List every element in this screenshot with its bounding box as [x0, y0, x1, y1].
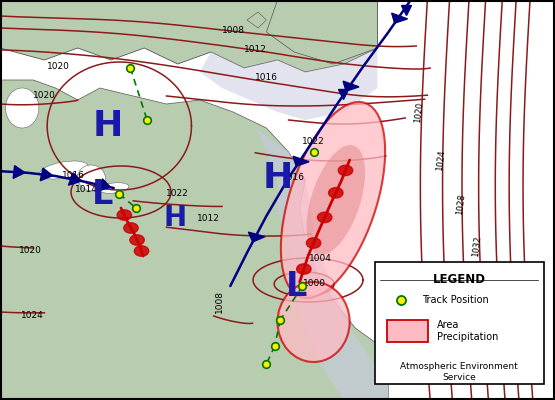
Polygon shape: [200, 48, 377, 120]
Text: 1004: 1004: [309, 254, 332, 263]
Text: 1014: 1014: [74, 185, 98, 194]
Ellipse shape: [281, 102, 385, 298]
Polygon shape: [13, 166, 25, 178]
Text: 1008: 1008: [215, 290, 224, 313]
Text: 1016: 1016: [62, 171, 85, 180]
Text: 1022: 1022: [166, 189, 189, 198]
Text: H: H: [163, 204, 186, 232]
Text: 1040: 1040: [502, 311, 513, 333]
Polygon shape: [293, 156, 309, 166]
Text: 1028: 1028: [455, 193, 466, 215]
Text: 1020: 1020: [47, 62, 70, 71]
Text: L: L: [286, 270, 307, 302]
Text: 1012: 1012: [196, 214, 220, 223]
Text: 1012: 1012: [244, 45, 267, 54]
Text: 1044: 1044: [516, 347, 527, 369]
Ellipse shape: [99, 183, 129, 193]
Text: 1024: 1024: [435, 149, 447, 171]
Ellipse shape: [39, 161, 88, 179]
Polygon shape: [392, 13, 407, 23]
Circle shape: [117, 210, 132, 220]
Ellipse shape: [278, 282, 350, 362]
Polygon shape: [40, 168, 53, 181]
Text: 1020: 1020: [19, 246, 42, 255]
Text: 1024: 1024: [21, 311, 43, 320]
Circle shape: [339, 165, 353, 176]
Circle shape: [124, 223, 138, 233]
Text: 1016: 1016: [255, 73, 278, 82]
Text: Track Position: Track Position: [422, 295, 489, 305]
Text: Area
Precipitation: Area Precipitation: [437, 320, 498, 342]
Polygon shape: [0, 0, 377, 72]
Polygon shape: [68, 173, 82, 185]
Text: 1008: 1008: [221, 26, 245, 35]
Text: 1020: 1020: [33, 91, 56, 100]
Polygon shape: [97, 179, 110, 191]
Text: 1022: 1022: [302, 137, 325, 146]
Text: 1020: 1020: [413, 101, 425, 123]
Polygon shape: [249, 232, 265, 242]
Ellipse shape: [306, 145, 365, 255]
Polygon shape: [266, 0, 377, 64]
Text: 1000: 1000: [303, 279, 326, 288]
Polygon shape: [343, 81, 359, 91]
Polygon shape: [0, 48, 388, 400]
Text: H: H: [93, 109, 123, 143]
Text: 1016: 1016: [281, 173, 305, 182]
Text: 1032: 1032: [471, 235, 483, 257]
Circle shape: [329, 188, 343, 198]
Circle shape: [134, 246, 149, 256]
Circle shape: [306, 238, 321, 248]
Polygon shape: [247, 12, 266, 28]
Circle shape: [297, 264, 311, 274]
Text: L: L: [92, 178, 113, 210]
Ellipse shape: [6, 88, 39, 128]
Polygon shape: [255, 128, 388, 400]
FancyBboxPatch shape: [375, 262, 544, 384]
Text: H: H: [263, 161, 292, 195]
Text: 1036: 1036: [488, 275, 500, 297]
Text: Atmospheric Environment
Service: Atmospheric Environment Service: [400, 362, 518, 382]
Ellipse shape: [78, 165, 105, 191]
Circle shape: [130, 235, 144, 245]
Circle shape: [317, 212, 332, 222]
FancyBboxPatch shape: [387, 320, 428, 342]
Text: LEGEND: LEGEND: [433, 273, 486, 286]
